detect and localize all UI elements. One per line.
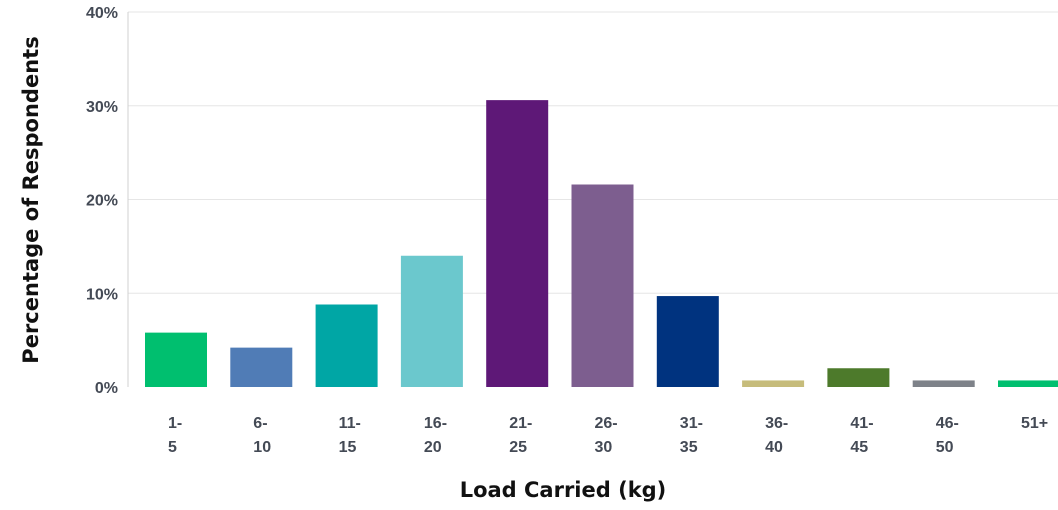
x-axis-title: Load Carried (kg): [460, 478, 667, 502]
x-tick-label: 11-15: [339, 415, 361, 456]
bar-21-25: [486, 100, 549, 387]
bar-31-35: [656, 296, 719, 387]
bar-11-15: [315, 304, 378, 387]
bar-51plus: [998, 380, 1058, 387]
x-tick-label: 26-30: [595, 415, 618, 456]
bar-41-45: [827, 368, 890, 387]
x-tick-label: 6-10: [253, 415, 271, 456]
x-tick-label: 46-50: [936, 415, 959, 456]
y-tick-label: 10%: [86, 286, 118, 303]
x-tick-label: 31-35: [680, 415, 703, 456]
y-axis-ticks: 0% 10% 20% 30% 40%: [86, 5, 118, 397]
bar-26-30: [571, 184, 634, 387]
x-axis-ticks: 1-5 6-10 11-15 16-20 21-25 26-30 31-35 36-40 41-…: [168, 415, 1048, 456]
x-tick-label: 1-5: [168, 415, 182, 456]
bar-1-5: [145, 332, 207, 387]
y-tick-label: 30%: [86, 99, 118, 116]
y-tick-label: 20%: [86, 193, 118, 210]
y-tick-label: 0%: [95, 380, 118, 397]
y-axis-title: Percentage of Respondents: [19, 36, 43, 363]
x-tick-label: 41-45: [850, 415, 873, 456]
bars: [145, 100, 1058, 387]
x-tick-label: 36-40: [765, 415, 788, 456]
bar-46-50: [912, 380, 975, 387]
y-tick-label: 40%: [86, 5, 118, 22]
x-tick-label: 51+: [1021, 415, 1048, 432]
bar-36-40: [742, 380, 805, 387]
bar-6-10: [230, 347, 293, 387]
x-tick-label: 21-25: [509, 415, 532, 456]
x-tick-label: 16-20: [424, 415, 447, 456]
bar-16-20: [400, 255, 463, 387]
